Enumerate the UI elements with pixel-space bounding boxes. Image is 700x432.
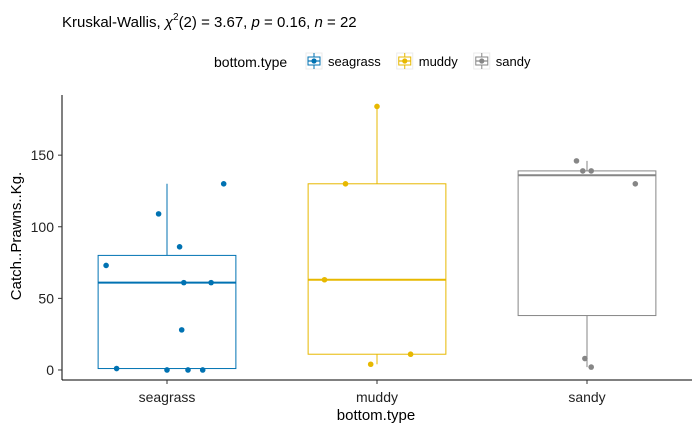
y-tick-label: 50	[38, 290, 54, 306]
y-tick-label: 150	[31, 147, 55, 163]
data-point	[580, 168, 586, 174]
legend-item-muddy: muddy	[396, 52, 459, 70]
x-tick-label: seagrass	[139, 389, 196, 405]
legend-key-point	[311, 58, 317, 64]
data-point	[185, 367, 191, 373]
box	[97, 254, 237, 370]
data-point	[164, 367, 170, 373]
y-tick-label: 0	[46, 362, 54, 378]
data-point	[113, 365, 120, 372]
box	[307, 183, 447, 355]
data-point	[103, 262, 109, 269]
x-tick-label: sandy	[568, 389, 605, 405]
box-group-seagrass	[97, 180, 237, 373]
data-point	[155, 211, 162, 217]
x-axis-title: bottom.type	[337, 407, 415, 424]
data-point	[588, 364, 594, 370]
data-point	[220, 180, 227, 187]
box-group-muddy	[307, 103, 447, 368]
data-point	[374, 103, 380, 110]
chart-title: Kruskal-Wallis, χ2(2) = 3.67, p = 0.16, …	[62, 12, 357, 31]
data-point	[632, 180, 639, 187]
legend-key-point	[402, 58, 408, 64]
legend-label: sandy	[496, 54, 531, 69]
legend-key-point	[479, 58, 485, 64]
data-point	[321, 276, 328, 283]
y-tick-label: 100	[31, 219, 55, 235]
x-tick-label: muddy	[356, 389, 398, 405]
data-point	[181, 279, 187, 286]
box-group-sandy	[517, 158, 657, 370]
data-point	[573, 158, 580, 164]
legend-label: muddy	[419, 54, 459, 69]
legend: bottom.type seagrass muddy sandy	[214, 52, 531, 70]
legend-title: bottom.type	[214, 54, 287, 70]
legend-label: seagrass	[328, 54, 381, 69]
data-point	[208, 279, 214, 286]
legend-item-sandy: sandy	[473, 52, 531, 70]
box	[517, 170, 657, 317]
data-point	[582, 355, 588, 362]
plot-area: 0 50 100 150 seagrass muddy sandy	[31, 95, 692, 405]
data-point	[178, 327, 185, 333]
data-point	[176, 244, 183, 250]
data-point	[342, 180, 349, 187]
data-point	[588, 168, 594, 174]
data-point	[199, 367, 206, 373]
legend-item-seagrass: seagrass	[305, 52, 381, 70]
y-axis-title: Catch..Prawns..Kg.	[8, 172, 25, 300]
data-point	[407, 351, 414, 358]
data-point	[367, 361, 374, 368]
